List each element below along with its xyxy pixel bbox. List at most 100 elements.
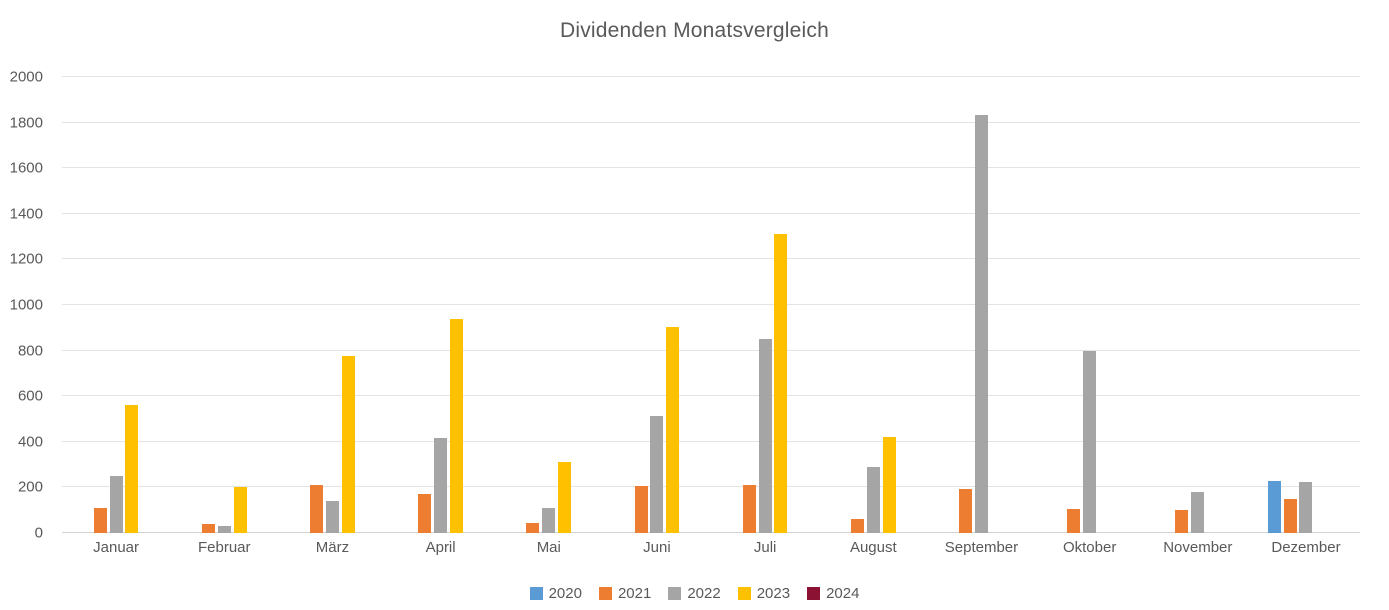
bar-2021-märz (310, 485, 324, 533)
bar-group (278, 77, 386, 533)
bar-slot (989, 77, 1005, 533)
bar-2022-juni (650, 415, 664, 533)
bar-slot (1298, 77, 1314, 533)
gridline (62, 486, 1360, 488)
gridline (62, 395, 1360, 397)
bar-2021-august (850, 519, 864, 533)
bar-slot (541, 77, 557, 533)
plot-area (62, 76, 1360, 533)
bar-slot (665, 77, 681, 533)
bar-2023-mai (558, 462, 572, 533)
bar-slot (140, 77, 156, 533)
bar-slot (1266, 77, 1282, 533)
legend-item-2023: 2023 (737, 585, 790, 602)
bar-slot (726, 77, 742, 533)
bar-2023-april (449, 318, 463, 533)
bar-2021-dezember (1283, 498, 1297, 533)
bar-2021-juli (742, 485, 756, 533)
bar-group (1252, 77, 1360, 533)
x-tick-label: August (849, 539, 897, 556)
bar-group (170, 77, 278, 533)
y-tick-label: 1600 (9, 159, 43, 177)
bar-slot (356, 77, 372, 533)
bar-2021-november (1175, 510, 1189, 533)
bar-2022-februar (217, 526, 231, 533)
x-tick-label: Dezember (1271, 539, 1341, 556)
bar-slot (1174, 77, 1190, 533)
x-tick-label: Februar (197, 539, 251, 556)
bar-slot (773, 77, 789, 533)
bar-slot (1330, 77, 1346, 533)
x-tick-label: September (944, 539, 1019, 556)
x-axis: Januar Februar März April Mai Juni Juli August S… (62, 539, 1360, 556)
bar-group (1036, 77, 1144, 533)
legend-swatch-2020 (529, 587, 543, 600)
bar-slot (1113, 77, 1129, 533)
bar-group-slots (77, 77, 156, 533)
gridline (62, 76, 1360, 77)
bar-slot (649, 77, 665, 533)
bar-slot (757, 77, 773, 533)
bar-slot (1098, 77, 1114, 533)
x-tick-label: März (315, 539, 350, 556)
bar-slot (1050, 77, 1066, 533)
bar-slot (1314, 77, 1330, 533)
bar-slot (1082, 77, 1098, 533)
bar-slot (741, 77, 757, 533)
y-tick-label: 400 (17, 433, 43, 451)
bar-slot (340, 77, 356, 533)
bar-slot (681, 77, 697, 533)
y-tick-label: 800 (17, 342, 43, 360)
bar-slot (1282, 77, 1298, 533)
bar-2023-februar (233, 487, 247, 533)
bar-slot (1158, 77, 1174, 533)
bar-2021-oktober (1067, 509, 1081, 533)
y-tick-label: 2000 (9, 68, 43, 86)
y-tick-label: 1800 (9, 114, 43, 132)
bar-slot (124, 77, 140, 533)
legend-label: 2021 (617, 585, 652, 602)
gridline (62, 440, 1360, 442)
bar-group-slots (1266, 77, 1345, 533)
bar-2022-juli (758, 339, 772, 533)
bar-slot (942, 77, 958, 533)
bar-group-slots (1050, 77, 1129, 533)
bar-2023-juni (666, 326, 680, 533)
legend-item-2024: 2024 (807, 585, 859, 602)
bar-slot (897, 77, 913, 533)
bar-slot (1066, 77, 1082, 533)
legend-label: 2020 (548, 585, 582, 602)
legend-label: 2024 (826, 585, 860, 602)
bar-2021-september (959, 488, 973, 533)
bar-2022-september (974, 114, 988, 533)
bar-group-slots (293, 77, 372, 533)
bar-groups-container (62, 77, 1360, 533)
bar-group-slots (509, 77, 588, 533)
x-tick-label: Juli (753, 539, 777, 556)
legend-item-2022: 2022 (668, 585, 721, 602)
bar-slot (617, 77, 633, 533)
bar-2022-april (434, 438, 448, 533)
y-tick-label: 0 (34, 524, 43, 542)
x-tick-label: Mai (536, 539, 561, 556)
bar-slot (1190, 77, 1206, 533)
bar-slot (464, 77, 480, 533)
bar-2022-november (1191, 491, 1205, 533)
bar-2022-märz (325, 501, 339, 533)
bar-slot (850, 77, 866, 533)
bar-2023-juli (774, 234, 788, 533)
bar-2022-januar (109, 476, 123, 533)
bar-slot (1221, 77, 1237, 533)
bar-group-slots (401, 77, 480, 533)
legend-label: 2022 (687, 585, 721, 602)
bar-group-slots (834, 77, 913, 533)
bar-2023-august (882, 437, 896, 533)
x-tick-label: Juni (643, 539, 671, 556)
bar-slot (185, 77, 201, 533)
bar-slot (216, 77, 232, 533)
bar-2022-dezember (1299, 481, 1313, 533)
bar-slot (417, 77, 433, 533)
bar-group-slots (185, 77, 264, 533)
bar-slot (525, 77, 541, 533)
bar-2022-mai (542, 507, 556, 533)
